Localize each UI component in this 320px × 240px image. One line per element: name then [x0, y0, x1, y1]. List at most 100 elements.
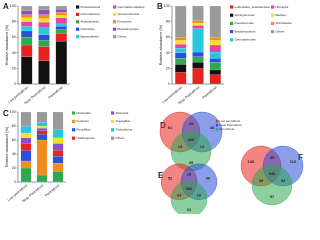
legend-swatch	[230, 30, 234, 34]
legend-label: unidentified_Acidobacteria	[235, 5, 271, 9]
bar-segment	[175, 37, 187, 41]
legend-label: Arthrobacter	[276, 21, 293, 25]
legend-label: Permafrost	[220, 127, 235, 131]
bar-segment	[20, 111, 32, 127]
legend-swatch	[271, 30, 275, 34]
x-tick-label: Permafrost	[202, 85, 218, 99]
bar-segment	[20, 143, 32, 151]
bar-segment	[36, 134, 48, 141]
legend-swatch	[230, 13, 234, 17]
legend-swatch	[271, 21, 275, 25]
venn-count: 420	[188, 137, 195, 142]
bar-segment	[52, 111, 64, 130]
bar-segment	[55, 29, 67, 34]
bar-segment	[175, 44, 187, 49]
bar-segment	[21, 14, 33, 18]
bar-segment	[21, 44, 33, 57]
legend-swatch	[230, 21, 234, 25]
bar-segment	[20, 160, 32, 169]
bar-segment	[52, 150, 64, 157]
bar-segment	[192, 20, 204, 24]
venn-count: 14	[177, 192, 182, 197]
bar-segment	[192, 28, 204, 53]
legend-swatch	[76, 35, 80, 39]
bar-segment	[175, 5, 187, 38]
bar-segment	[192, 25, 204, 29]
bar-segment	[209, 62, 221, 71]
bar-segment	[38, 27, 50, 35]
bar-segment	[209, 74, 221, 85]
bar-segment	[38, 18, 50, 23]
legend-swatch	[76, 20, 80, 24]
legend-label: Mortierella	[77, 111, 91, 115]
legend-label: Sphingomonas	[235, 13, 256, 17]
venn-count: 48	[210, 125, 215, 130]
bar-segment	[209, 37, 221, 41]
venn-count: 97	[270, 194, 275, 199]
y-tick-label: 0	[168, 82, 170, 86]
panel-label: A	[3, 2, 9, 11]
bar-segment	[192, 23, 204, 26]
legend-swatch	[230, 5, 234, 9]
bar-segment	[38, 14, 50, 19]
bar-segment	[55, 33, 67, 42]
bar-segment	[55, 41, 67, 85]
legend-label: Cladosporium	[77, 136, 96, 140]
y-tick-label: 100	[10, 4, 16, 8]
bar-segment	[192, 62, 204, 69]
bar-segment	[20, 125, 32, 134]
bar-segment	[52, 143, 64, 151]
bar-segment	[21, 56, 33, 85]
venn-count: 52	[168, 175, 173, 180]
bar-segment	[209, 51, 221, 59]
legend-swatch	[72, 119, 76, 123]
legend-label: Bacteroidetes	[81, 34, 100, 38]
legend-swatch	[271, 13, 275, 17]
legend-swatch	[72, 136, 76, 140]
venn-count: 40	[206, 175, 211, 180]
bar-segment	[175, 58, 187, 65]
bar-segment	[52, 129, 64, 138]
bar-segment	[55, 9, 67, 13]
y-tick-label: 0	[14, 82, 16, 86]
bar-segment	[55, 17, 67, 25]
panel-label: E	[158, 171, 164, 180]
y-tick-label: 60	[166, 35, 170, 39]
legend-label: Acidobacteria	[81, 20, 100, 24]
venn-set	[170, 180, 208, 214]
bar-segment	[52, 171, 64, 183]
y-tick-label: 60	[12, 138, 16, 142]
legend-label: Gemmatimonas	[235, 38, 257, 42]
venn-count: 15	[178, 144, 183, 149]
y-tick-label: 40	[166, 51, 170, 55]
bar-segment	[21, 21, 33, 27]
bar-segment	[36, 174, 48, 183]
legend-label: Others	[116, 136, 126, 140]
bar-segment	[175, 40, 187, 45]
y-axis-label: Relative abundance (%)	[5, 126, 9, 167]
bar-segment	[209, 40, 221, 46]
venn-count: 112	[290, 159, 297, 164]
legend-swatch	[111, 128, 115, 132]
legend-label: Alternaria	[116, 111, 129, 115]
legend-swatch	[113, 27, 117, 31]
legend-swatch	[76, 5, 80, 9]
legend-swatch	[215, 128, 219, 131]
legend-swatch	[111, 136, 115, 140]
bar-segment	[52, 163, 64, 172]
bar-segment	[36, 125, 48, 129]
y-axis-label: Relative abundance (%)	[159, 24, 163, 65]
bar-segment	[209, 69, 221, 75]
bar-segment	[52, 137, 64, 144]
legend-swatch	[215, 123, 219, 127]
legend-label: Penicillium	[77, 128, 92, 132]
bar-segment	[21, 26, 33, 32]
legend-swatch	[111, 119, 115, 123]
legend-label: Aspergillus	[116, 119, 131, 123]
legend-swatch	[76, 27, 80, 31]
bar-segment	[21, 30, 33, 38]
bar-segment	[192, 51, 204, 57]
y-tick-label: 100	[10, 110, 16, 114]
legend-swatch	[72, 128, 76, 132]
